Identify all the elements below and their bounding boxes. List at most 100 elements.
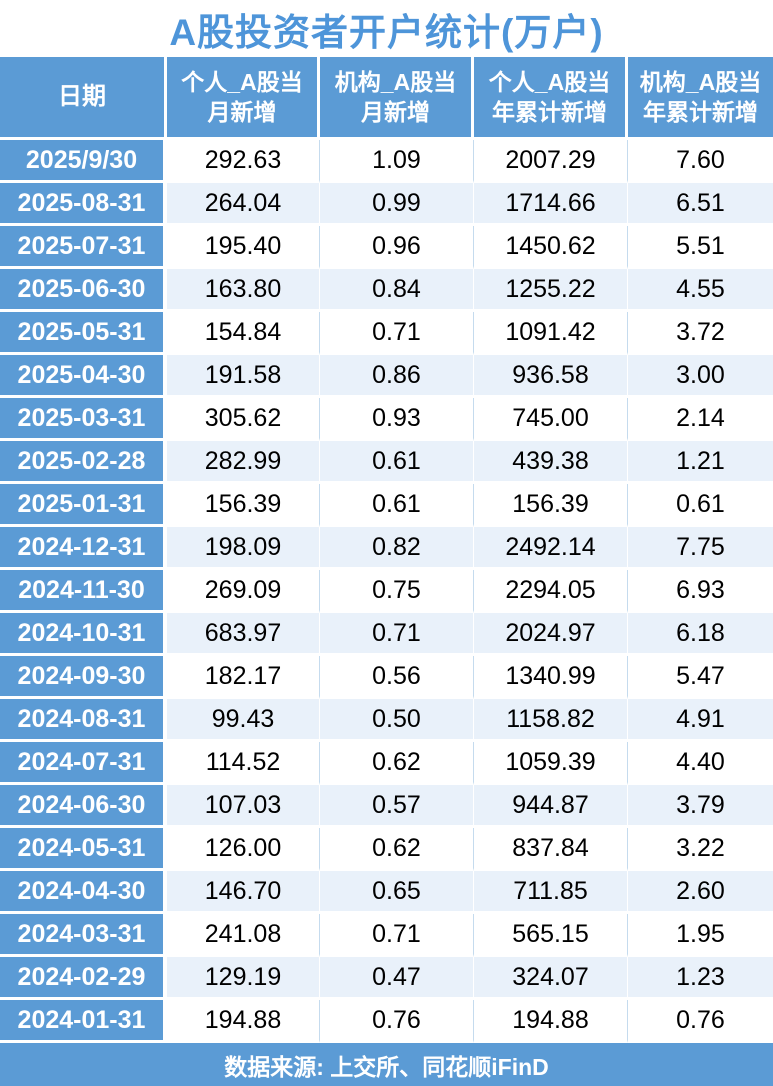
value-cell-personal-ytd: 711.85 [474,871,628,914]
table-row: 2025-05-31 154.84 0.71 1091.42 3.72 [0,312,773,355]
table-row: 2025-02-28 282.99 0.61 439.38 1.21 [0,441,773,484]
title-bar: A股投资者开户统计(万户) [0,0,773,57]
value-cell-institution-monthly: 0.56 [320,656,474,699]
date-cell: 2025-02-28 [0,441,167,484]
value-cell-personal-ytd: 2492.14 [474,527,628,570]
value-cell-personal-ytd: 1091.42 [474,312,628,355]
date-cell: 2025-08-31 [0,183,167,226]
table-row: 2025-06-30 163.80 0.84 1255.22 4.55 [0,269,773,312]
value-cell-personal-monthly: 241.08 [167,914,320,957]
value-cell-institution-monthly: 0.50 [320,699,474,742]
table-row: 2024-06-30 107.03 0.57 944.87 3.79 [0,785,773,828]
value-cell-personal-monthly: 683.97 [167,613,320,656]
value-cell-institution-monthly: 1.09 [320,140,474,183]
date-cell: 2025-07-31 [0,226,167,269]
value-cell-personal-monthly: 198.09 [167,527,320,570]
value-cell-institution-ytd: 6.51 [628,183,773,226]
value-cell-personal-ytd: 156.39 [474,484,628,527]
table-body: 2025/9/30 292.63 1.09 2007.29 7.60 2025-08-31… [0,140,773,1043]
footer-bar: 数据来源: 上交所、同花顺iFinD [0,1043,773,1086]
value-cell-personal-monthly: 282.99 [167,441,320,484]
value-cell-personal-ytd: 565.15 [474,914,628,957]
value-cell-institution-ytd: 5.51 [628,226,773,269]
value-cell-personal-monthly: 129.19 [167,957,320,1000]
value-cell-personal-monthly: 292.63 [167,140,320,183]
value-cell-personal-ytd: 944.87 [474,785,628,828]
value-cell-institution-monthly: 0.76 [320,1000,474,1043]
value-cell-institution-ytd: 2.14 [628,398,773,441]
value-cell-personal-monthly: 195.40 [167,226,320,269]
value-cell-personal-monthly: 146.70 [167,871,320,914]
table-row: 2024-12-31 198.09 0.82 2492.14 7.75 [0,527,773,570]
stats-table: 日期 个人_A股当 月新增 机构_A股当 月新增 个人_A股当 年累计新增 机构_A股当… [0,57,773,1043]
value-cell-institution-monthly: 0.62 [320,828,474,871]
table-row: 2025-03-31 305.62 0.93 745.00 2.14 [0,398,773,441]
date-cell: 2025/9/30 [0,140,167,183]
date-cell: 2024-08-31 [0,699,167,742]
date-cell: 2024-07-31 [0,742,167,785]
value-cell-institution-monthly: 0.82 [320,527,474,570]
value-cell-institution-ytd: 2.60 [628,871,773,914]
value-cell-personal-monthly: 305.62 [167,398,320,441]
value-cell-institution-ytd: 4.91 [628,699,773,742]
date-cell: 2024-06-30 [0,785,167,828]
value-cell-personal-monthly: 114.52 [167,742,320,785]
date-cell: 2024-10-31 [0,613,167,656]
value-cell-personal-ytd: 1714.66 [474,183,628,226]
value-cell-institution-ytd: 1.23 [628,957,773,1000]
value-cell-institution-monthly: 0.96 [320,226,474,269]
value-cell-institution-monthly: 0.65 [320,871,474,914]
date-cell: 2025-05-31 [0,312,167,355]
column-header-personal-ytd: 个人_A股当 年累计新增 [474,57,628,140]
value-cell-institution-monthly: 0.71 [320,613,474,656]
value-cell-personal-ytd: 1158.82 [474,699,628,742]
column-header-personal-monthly: 个人_A股当 月新增 [167,57,320,140]
table-row: 2025/9/30 292.63 1.09 2007.29 7.60 [0,140,773,183]
value-cell-institution-monthly: 0.75 [320,570,474,613]
value-cell-institution-monthly: 0.57 [320,785,474,828]
value-cell-personal-ytd: 2007.29 [474,140,628,183]
value-cell-personal-monthly: 99.43 [167,699,320,742]
value-cell-institution-ytd: 5.47 [628,656,773,699]
value-cell-personal-monthly: 126.00 [167,828,320,871]
value-cell-institution-ytd: 3.22 [628,828,773,871]
date-cell: 2024-11-30 [0,570,167,613]
date-cell: 2025-06-30 [0,269,167,312]
table-row: 2025-01-31 156.39 0.61 156.39 0.61 [0,484,773,527]
header-row: 日期 个人_A股当 月新增 机构_A股当 月新增 个人_A股当 年累计新增 机构_A股当… [0,57,773,140]
date-cell: 2024-02-29 [0,957,167,1000]
value-cell-institution-ytd: 3.00 [628,355,773,398]
value-cell-institution-ytd: 0.61 [628,484,773,527]
value-cell-institution-monthly: 0.47 [320,957,474,1000]
value-cell-institution-monthly: 0.99 [320,183,474,226]
value-cell-personal-monthly: 269.09 [167,570,320,613]
value-cell-personal-monthly: 163.80 [167,269,320,312]
value-cell-institution-monthly: 0.93 [320,398,474,441]
value-cell-personal-ytd: 2024.97 [474,613,628,656]
value-cell-personal-ytd: 936.58 [474,355,628,398]
value-cell-institution-ytd: 3.79 [628,785,773,828]
value-cell-institution-monthly: 0.86 [320,355,474,398]
value-cell-personal-monthly: 182.17 [167,656,320,699]
value-cell-personal-ytd: 1450.62 [474,226,628,269]
value-cell-institution-monthly: 0.71 [320,914,474,957]
table-row: 2024-10-31 683.97 0.71 2024.97 6.18 [0,613,773,656]
date-cell: 2024-12-31 [0,527,167,570]
table-row: 2024-02-29 129.19 0.47 324.07 1.23 [0,957,773,1000]
value-cell-personal-ytd: 2294.05 [474,570,628,613]
table-row: 2024-08-31 99.43 0.50 1158.82 4.91 [0,699,773,742]
value-cell-personal-ytd: 1255.22 [474,269,628,312]
table-row: 2025-08-31 264.04 0.99 1714.66 6.51 [0,183,773,226]
data-source-label: 数据来源: 上交所、同花顺iFinD [224,1053,549,1080]
value-cell-institution-ytd: 7.60 [628,140,773,183]
value-cell-personal-ytd: 439.38 [474,441,628,484]
date-cell: 2024-04-30 [0,871,167,914]
value-cell-institution-monthly: 0.71 [320,312,474,355]
table-row: 2024-11-30 269.09 0.75 2294.05 6.93 [0,570,773,613]
value-cell-personal-monthly: 194.88 [167,1000,320,1043]
value-cell-institution-ytd: 6.93 [628,570,773,613]
value-cell-personal-ytd: 324.07 [474,957,628,1000]
value-cell-personal-monthly: 156.39 [167,484,320,527]
table-row: 2024-01-31 194.88 0.76 194.88 0.76 [0,1000,773,1043]
